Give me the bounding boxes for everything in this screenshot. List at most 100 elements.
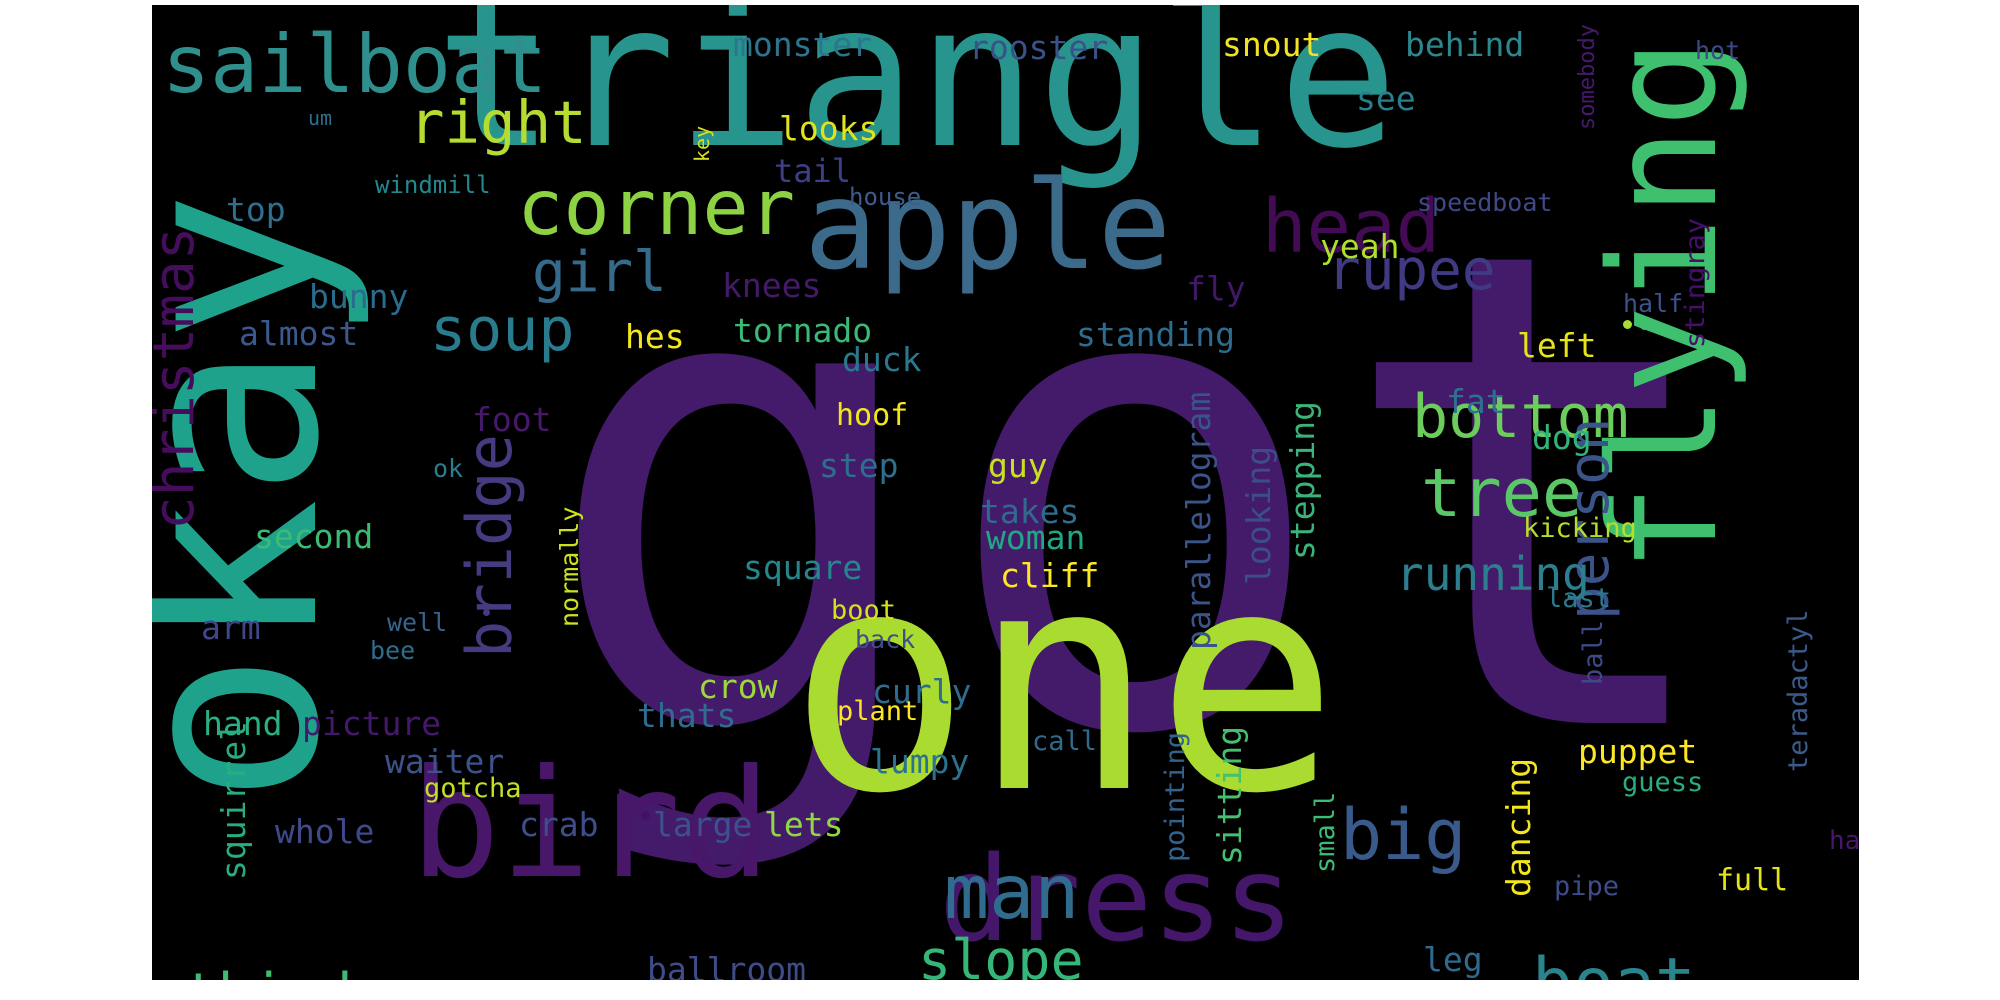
cloud-word-lumpy: lumpy [870, 742, 970, 781]
cloud-word-arm: arm [201, 608, 261, 647]
cloud-word-almost: almost [239, 314, 359, 353]
cloud-word-lets: lets [764, 805, 844, 844]
cloud-word-gotcha: gotcha [424, 773, 522, 804]
cloud-word-ok: ok [433, 454, 464, 483]
cloud-word-foot: foot [472, 400, 552, 439]
cloud-word-well: well [387, 608, 448, 637]
cloud-word-whole: whole [275, 812, 375, 851]
cloud-word-squirrel: squirrel [214, 721, 253, 880]
cloud-word-kicking: kicking [1523, 513, 1637, 544]
cloud-word-boat: boat [1532, 950, 1696, 981]
cloud-word-waiter: waiter [385, 742, 505, 781]
cloud-word-fly: fly [1186, 269, 1246, 308]
cloud-word-parallelogram: parallelogram [1179, 391, 1218, 650]
cloud-word-behind: behind [1405, 25, 1525, 64]
cloud-word-takes: takes [980, 492, 1080, 531]
cloud-word-knees: knees [722, 266, 822, 305]
cloud-word-rooster: rooster [969, 28, 1109, 67]
cloud-word-slope: slope [918, 928, 1084, 981]
cloud-word-looking: looking [1239, 445, 1278, 585]
cloud-word-crab: crab [519, 805, 599, 844]
cloud-word-sitting: sitting [1210, 725, 1249, 865]
cloud-word-rupee: rupee [1327, 238, 1496, 303]
cloud-word-looks: looks [779, 109, 879, 148]
cloud-word-normally: normally [555, 506, 584, 627]
cloud-word-running: running [1396, 547, 1590, 601]
cloud-word-stepping: stepping [1283, 401, 1322, 560]
cloud-word-got: got [539, 110, 1732, 879]
cloud-word-large: large [653, 805, 753, 844]
cloud-word-thats: thats [637, 696, 737, 735]
cloud-word-teradactyl: teradactyl [1783, 609, 1814, 772]
dot-2 [1640, 321, 1649, 330]
cloud-word-full: full [1716, 863, 1789, 898]
cloud-word-somebody: somebody [1575, 24, 1600, 130]
cloud-word-bottom: bottom [1412, 382, 1629, 452]
cloud-word-dancing: dancing [1499, 757, 1538, 897]
dot-3 [483, 609, 490, 616]
cloud-word-girl: girl [532, 240, 667, 305]
cloud-word-big: big [1340, 794, 1467, 876]
cloud-word-windmill: windmill [375, 171, 491, 199]
cloud-word-um: um [308, 106, 333, 130]
cloud-word-call: call [1032, 726, 1098, 757]
cloud-word-snout: snout [1222, 25, 1322, 64]
cloud-word-hand: hand [203, 704, 283, 743]
cloud-word-apple: apple [804, 155, 1172, 297]
cloud-word-corner: corner [517, 164, 796, 253]
cloud-word-key: key [690, 125, 714, 162]
cloud-word-tree: tree [1421, 454, 1583, 532]
cloud-word-dog: dog [1532, 418, 1592, 457]
cloud-word-woman: woman [986, 518, 1086, 557]
cloud-word-right: right [409, 88, 587, 157]
cloud-word-small: small [1310, 791, 1341, 873]
cloud-word-hot: hot [1695, 36, 1741, 65]
cloud-word-leg: leg [1423, 940, 1483, 979]
cloud-word-step: step [819, 446, 899, 485]
cloud-word-bridge: bridge [453, 434, 526, 658]
cloud-word-christmas: christmas [152, 226, 207, 530]
cloud-word-guess: guess [1622, 767, 1704, 798]
cloud-word-fat: fat [1446, 382, 1506, 421]
cloud-word-left: left [1517, 326, 1597, 365]
cloud-word-dress: dress [939, 830, 1295, 968]
cloud-word-half: half [1623, 289, 1684, 318]
cloud-word-see: see [1356, 79, 1416, 118]
cloud-word-standing: standing [1076, 315, 1235, 354]
cloud-word-ballroom: ballroom [647, 950, 806, 980]
cloud-word-ball: ball [1578, 619, 1609, 685]
cloud-word-third: third [184, 967, 353, 981]
cloud-word-square: square [743, 548, 863, 587]
cloud-word-bird: bird [410, 738, 772, 912]
cloud-word-tornado: tornado [733, 311, 873, 350]
cloud-word-hat: hat [1829, 826, 1859, 856]
cloud-word-picture: picture [302, 704, 442, 743]
cloud-word-soup: soup [430, 295, 575, 365]
cloud-word-pointing: pointing [1160, 731, 1191, 862]
cloud-word-curly: curly [872, 672, 972, 711]
dot-1 [1623, 320, 1632, 329]
cloud-word-speedboat: speedboat [1417, 188, 1553, 217]
cloud-word-triangle: triangle [435, 5, 1399, 193]
cloud-word-duck: duck [842, 340, 922, 379]
cloud-word-bunny: bunny [309, 277, 409, 316]
cloud-word-last: last [1546, 583, 1612, 614]
cloud-word-hes: hes [625, 317, 685, 356]
word-cloud: got okay triangle one bird flying apple dress sa… [152, 5, 1859, 980]
cloud-word-plant: plant [837, 696, 919, 727]
cloud-word-pipe: pipe [1554, 871, 1620, 902]
cloud-word-second: second [254, 517, 374, 556]
cloud-word-sailboat: sailboat [162, 18, 548, 111]
cloud-word-hoof: hoof [836, 398, 909, 433]
cloud-word-monster: monster [733, 25, 873, 64]
cloud-word-tail: tail [774, 152, 852, 190]
cloud-word-yeah: yeah [1320, 227, 1400, 266]
cloud-word-top: top [226, 190, 286, 229]
cloud-word-head: head [1262, 184, 1441, 270]
cloud-word-house: house [849, 183, 922, 211]
cloud-word-one: one [788, 505, 1339, 860]
cloud-word-boot: boot [831, 595, 897, 626]
cloud-word-cliff: cliff [1000, 556, 1100, 595]
cloud-word-stingray: stingray [1680, 217, 1711, 348]
cloud-word-guy: guy [988, 446, 1048, 485]
